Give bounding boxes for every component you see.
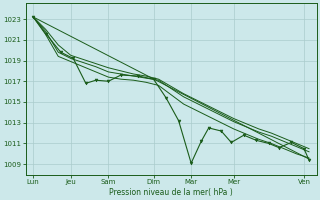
X-axis label: Pression niveau de la mer( hPa ): Pression niveau de la mer( hPa ) xyxy=(109,188,233,197)
